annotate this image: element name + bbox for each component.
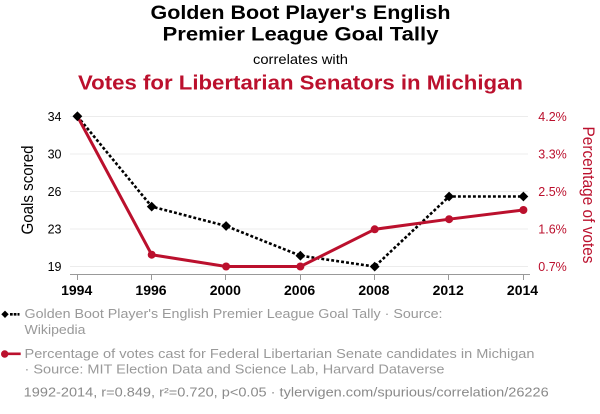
svg-text:2006: 2006 [284,282,315,298]
svg-text:1994: 1994 [61,282,92,298]
svg-text:2000: 2000 [210,282,241,298]
svg-text:Percentage of votes: Percentage of votes [579,127,597,264]
svg-text:Premier League Goal Tally: Premier League Goal Tally [163,24,439,45]
svg-text:1.6%: 1.6% [538,223,567,237]
svg-text:26: 26 [48,185,62,199]
svg-text:34: 34 [48,110,62,124]
svg-text:1996: 1996 [135,282,166,298]
svg-text:2012: 2012 [433,282,464,298]
svg-text:Goals scored: Goals scored [19,146,37,235]
svg-text:correlates with: correlates with [253,51,348,67]
svg-text:2008: 2008 [358,282,389,298]
svg-text:3.3%: 3.3% [538,148,567,162]
svg-text:1992-2014, r=0.849, r²=0.720,: 1992-2014, r=0.849, r²=0.720, p<0.05 · t… [24,386,549,400]
svg-text:Percentage of votes cast for F: Percentage of votes cast for Federal Lib… [25,347,535,361]
svg-text:Golden Boot Player's English: Golden Boot Player's English [151,3,451,24]
svg-text:Votes for Libertarian Senators: Votes for Libertarian Senators in Michig… [78,72,523,94]
svg-text:Wikipedia: Wikipedia [25,323,86,337]
svg-text:19: 19 [48,260,62,274]
svg-text:2.5%: 2.5% [538,185,567,199]
svg-text:0.7%: 0.7% [538,260,567,274]
svg-text:23: 23 [48,223,62,237]
svg-text:Golden Boot Player's English P: Golden Boot Player's English Premier Lea… [25,307,443,321]
svg-text:4.2%: 4.2% [538,110,567,124]
svg-text:· Source: MIT Election Data an: · Source: MIT Election Data and Science … [25,363,445,377]
svg-text:30: 30 [48,148,62,162]
svg-text:2014: 2014 [507,282,538,298]
